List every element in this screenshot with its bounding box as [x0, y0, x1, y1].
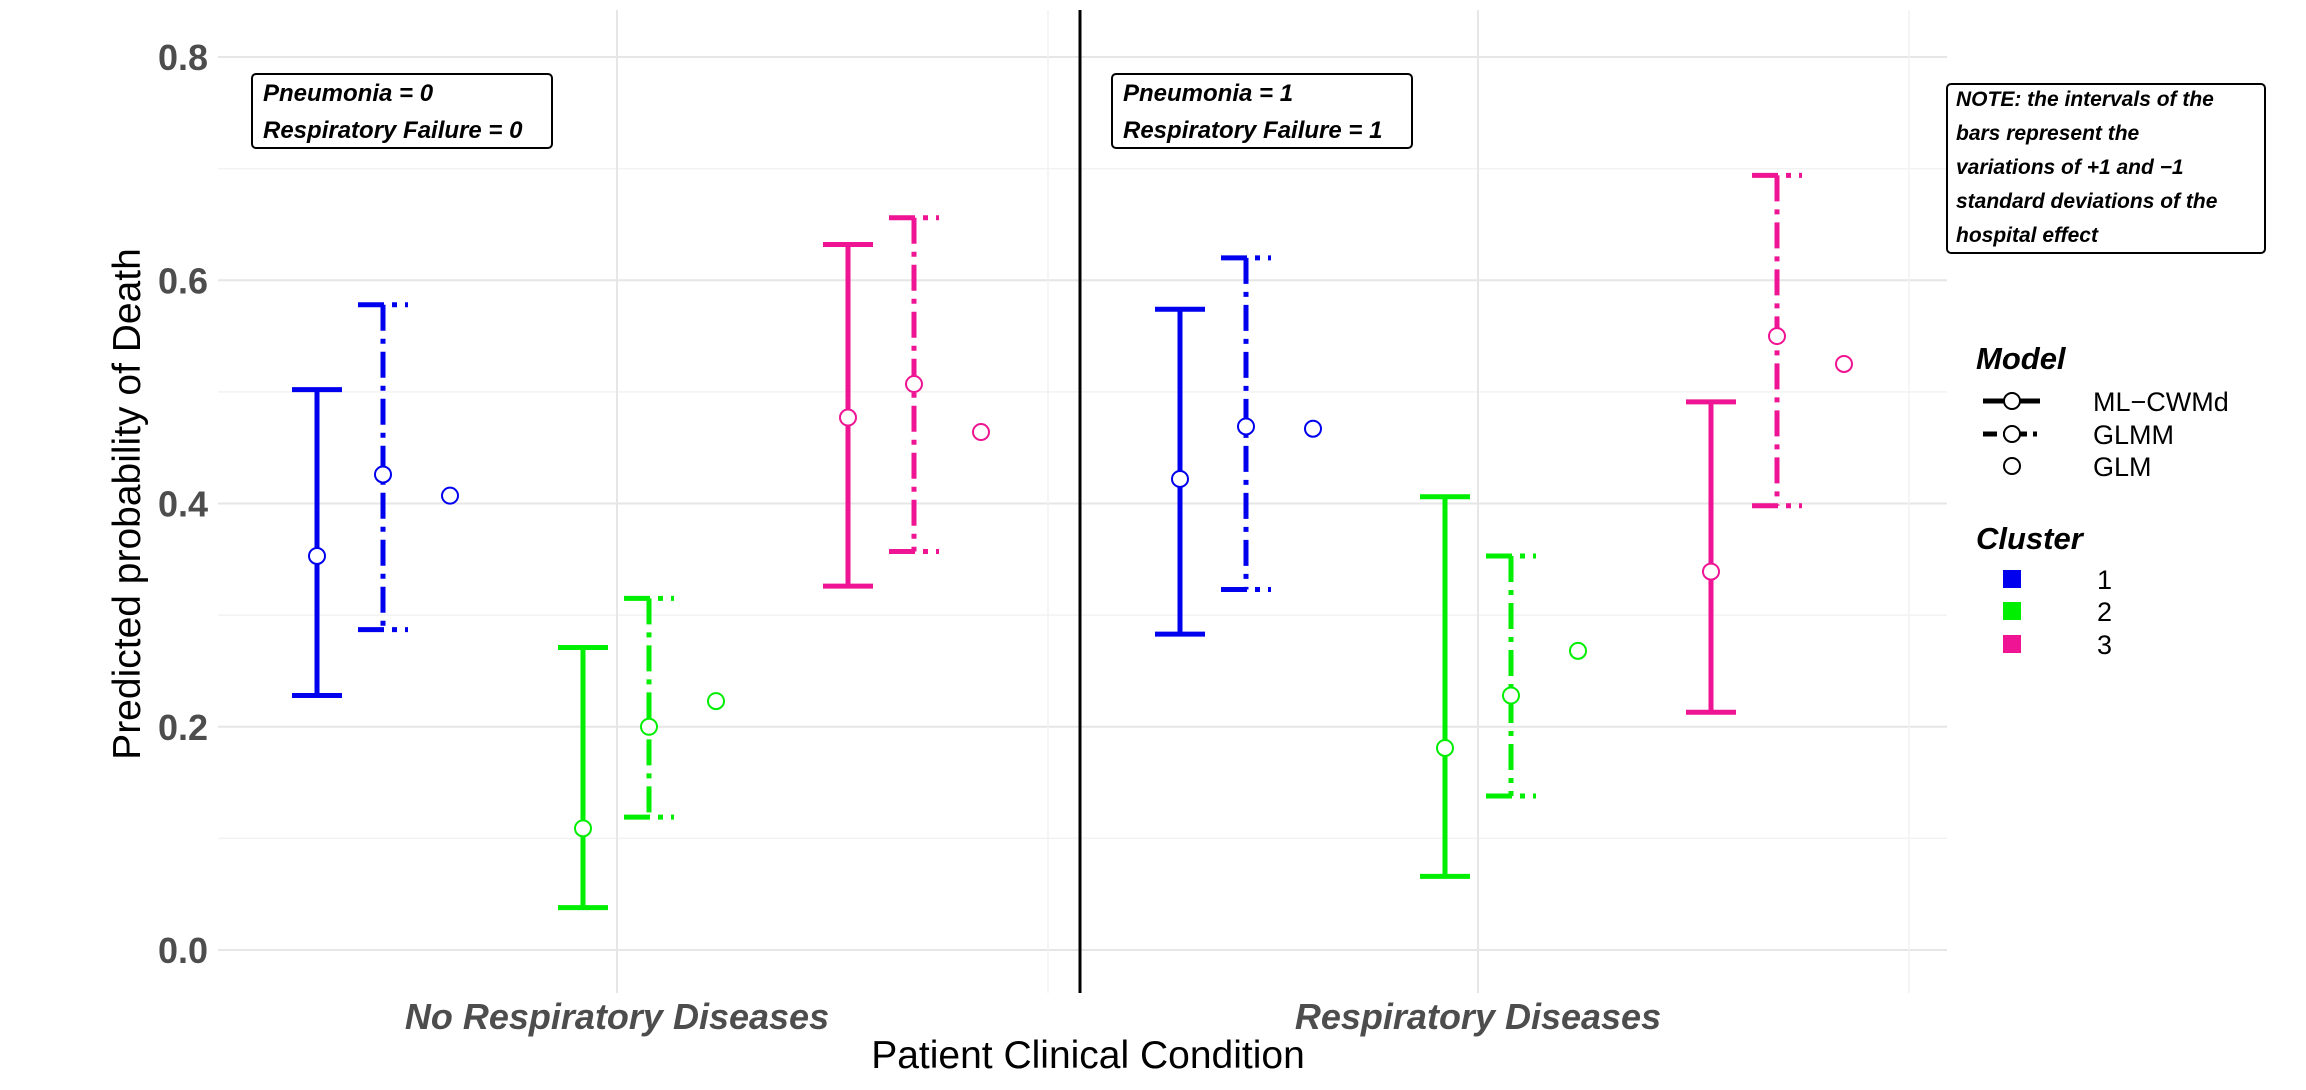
point-glm — [441, 486, 459, 505]
y-tick-label: 0.8 — [158, 37, 208, 78]
y-tick-label: 0.6 — [158, 260, 208, 301]
y-tick-label: 0.2 — [158, 707, 208, 748]
grid — [218, 10, 1947, 993]
note-text: hospital effect — [1956, 224, 2099, 247]
point-mlcwmd — [574, 819, 592, 838]
note-text: standard deviations of the — [1956, 190, 2218, 213]
point-glm — [707, 692, 725, 711]
point-glmm — [1502, 686, 1520, 705]
x-axis-ticks: No Respiratory Diseases Respiratory Disea… — [405, 996, 1661, 1037]
panel-label-box — [1111, 73, 1413, 149]
point-mlcwmd — [1702, 562, 1720, 581]
panel-label-text: Pneumonia = 0 — [263, 80, 434, 107]
note-box-frame — [1946, 83, 2266, 254]
legend-cluster-label: 3 — [2097, 630, 2112, 660]
legend-cluster-swatch — [2003, 635, 2021, 653]
legend-model-label: ML−CWMd — [2093, 387, 2229, 417]
point-glmm — [905, 375, 923, 394]
point-glm — [1304, 419, 1322, 438]
legend-key-point — [2003, 392, 2021, 410]
y-tick-label: 0.0 — [158, 930, 208, 971]
note-text: variations of +1 and −1 — [1956, 156, 2184, 179]
point-glm — [972, 423, 990, 442]
note-text: NOTE: the intervals of the — [1956, 88, 2214, 111]
x-axis-title: Patient Clinical Condition — [871, 1034, 1305, 1077]
point-glmm — [640, 717, 658, 736]
x-tick-label: Respiratory Diseases — [1295, 996, 1661, 1037]
point-mlcwmd — [839, 408, 857, 427]
panel-label-text: Respiratory Failure = 0 — [263, 117, 523, 144]
legend-key-point — [2003, 425, 2021, 443]
point-mlcwmd — [1436, 738, 1454, 757]
note-box: NOTE: the intervals of the bars represent… — [1946, 83, 2266, 254]
point-glmm — [1768, 327, 1786, 346]
y-axis-title: Predicted probability of Death — [106, 248, 149, 760]
legend-model-label: GLMM — [2093, 420, 2174, 450]
legend-cluster-label: 2 — [2097, 597, 2112, 627]
legend-cluster-title: Cluster — [1976, 521, 2085, 556]
panel-label-text: Respiratory Failure = 1 — [1123, 117, 1382, 144]
point-mlcwmd — [1171, 469, 1189, 488]
point-glm — [1835, 354, 1853, 373]
legend-model-title: Model — [1976, 341, 2067, 376]
legend-key-point — [2003, 457, 2021, 475]
note-text: bars represent the — [1956, 122, 2140, 145]
legend-cluster-swatch — [2003, 602, 2021, 620]
y-tick-label: 0.4 — [158, 484, 208, 525]
x-tick-label: No Respiratory Diseases — [405, 996, 829, 1037]
point-glm — [1569, 641, 1587, 660]
plot-marks — [292, 172, 1853, 911]
point-glmm — [1237, 417, 1255, 436]
panel-labels: Pneumonia = 0 Respiratory Failure = 0 Pneu… — [251, 73, 1413, 149]
point-glmm — [374, 465, 392, 484]
legend-cluster-label: 1 — [2097, 565, 2112, 595]
y-axis-ticks: 0.0 0.2 0.4 0.6 0.8 — [158, 37, 208, 971]
legend-model-label: GLM — [2093, 452, 2152, 482]
legend-cluster-swatch — [2003, 570, 2021, 588]
panel-label-text: Pneumonia = 1 — [1123, 80, 1293, 107]
point-mlcwmd — [308, 546, 326, 565]
panel-label-box — [251, 73, 553, 149]
